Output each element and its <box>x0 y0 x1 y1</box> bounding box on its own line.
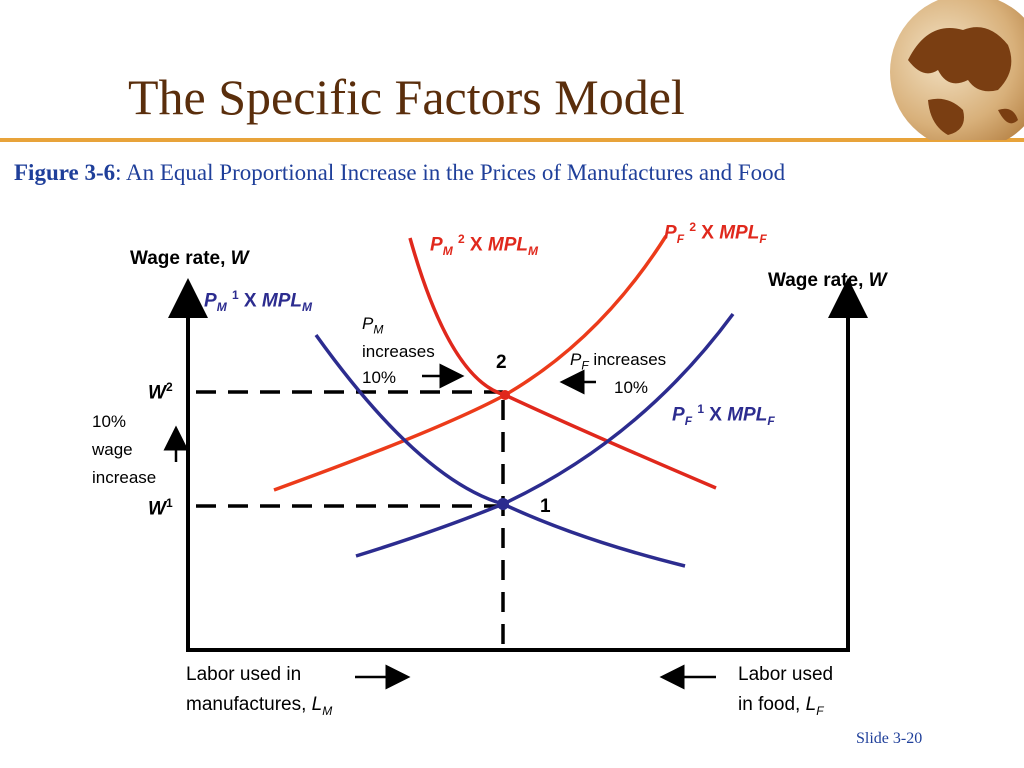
point-1-label: 1 <box>540 496 551 517</box>
pm-note-line-2: increases <box>362 342 435 361</box>
wage-note-line-1: 10% <box>92 412 127 431</box>
wage-note-line-2: wage <box>92 440 133 459</box>
w1-label: W1 <box>148 496 173 520</box>
wage-note-line-3: increase <box>92 468 157 487</box>
left-axis-label: Wage rate, W <box>130 248 249 269</box>
labor-manufactures-label-line-1: Labor used in <box>186 664 302 685</box>
globe-icon <box>890 0 1024 140</box>
pm2-mplm-curve <box>408 237 717 490</box>
figure-caption-text: : An Equal Proportional Increase in the … <box>115 160 786 185</box>
pf-note-line-1: PF increases <box>570 350 667 373</box>
labor-food-label-line-1: Labor used <box>738 664 834 685</box>
point-2-label: 2 <box>496 352 507 373</box>
w2-label: W2 <box>148 380 173 404</box>
pf1-mplf-curve <box>355 312 735 558</box>
pm-note-line-1: PM <box>362 314 384 337</box>
equilibrium-point-2 <box>500 390 510 400</box>
slide-title: The Specific Factors Model <box>128 69 685 125</box>
labor-manufactures-label-line-2: manufactures, LM <box>186 694 333 718</box>
right-axis-label: Wage rate, W <box>768 270 887 291</box>
figure-label: Figure 3-6 <box>14 160 116 185</box>
figure-caption: Figure 3-6: An Equal Proportional Increa… <box>14 160 785 186</box>
equilibrium-point-1 <box>497 498 509 510</box>
pf2-mplf-label: PF 2 X MPLF <box>664 220 767 247</box>
pm-note-line-3: 10% <box>362 368 397 387</box>
title-divider <box>0 138 1024 142</box>
labor-food-label-line-2: in food, LF <box>738 694 824 718</box>
slide-number: Slide 3-20 <box>856 730 923 747</box>
pf1-mplf-label: PF 1 X MPLF <box>672 402 775 429</box>
pm2-mplm-label: PM 2 X MPLM <box>430 232 538 259</box>
pf-note-line-2: 10% <box>614 378 649 397</box>
pm1-mplm-label: PM 1 X MPLM <box>204 288 312 315</box>
